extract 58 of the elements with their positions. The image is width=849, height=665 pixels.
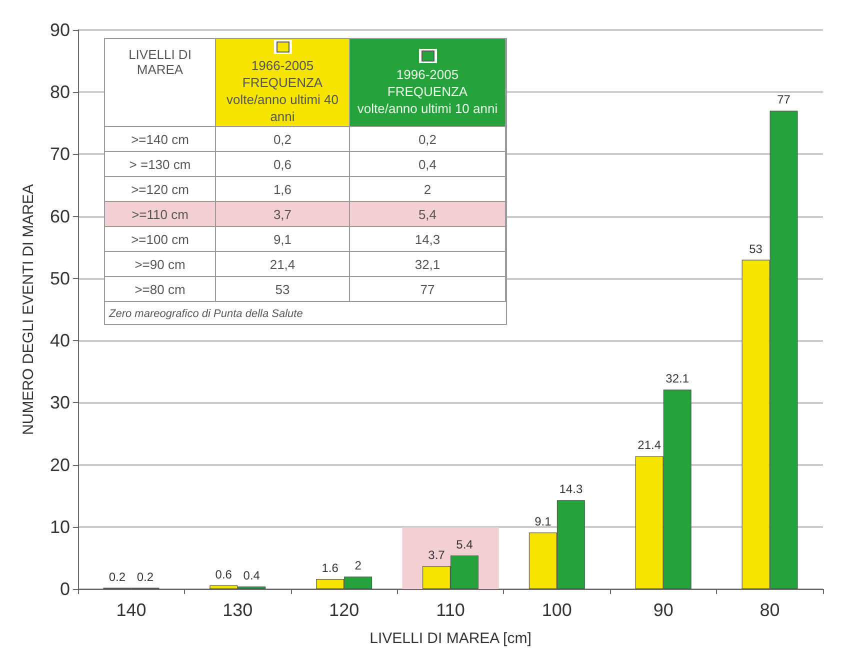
x-tick-label: 130 bbox=[222, 600, 253, 620]
data-label: 0.4 bbox=[243, 568, 260, 583]
annotation: 0,2 bbox=[215, 126, 350, 152]
annotation: 5,4 bbox=[349, 201, 506, 227]
annotation: > =130 cm bbox=[104, 151, 216, 177]
data-label: 77 bbox=[777, 92, 791, 107]
annotation: >=120 cm bbox=[104, 176, 216, 202]
y-tick-label: 20 bbox=[50, 454, 70, 475]
annotation: 0,2 bbox=[349, 126, 506, 152]
y-tick-label: 40 bbox=[50, 330, 70, 351]
annotation: >=100 cm bbox=[104, 226, 216, 252]
data-label: 0.2 bbox=[108, 570, 126, 584]
annotation: 77 bbox=[349, 276, 506, 302]
annotation: >=140 cm bbox=[104, 126, 216, 152]
x-axis-title: LIVELLI DI MAREA [cm] bbox=[370, 630, 532, 647]
annotation: >=110 cm bbox=[104, 201, 216, 227]
annotation: 3,7 bbox=[215, 201, 350, 227]
y-tick-label: 60 bbox=[50, 206, 70, 226]
x-tick-label: 140 bbox=[116, 600, 146, 620]
annotation: 1,6 bbox=[215, 176, 350, 202]
y-tick-label: 10 bbox=[50, 516, 70, 537]
data-label: 1.6 bbox=[322, 561, 339, 576]
data-label: 2 bbox=[354, 558, 362, 573]
legend-label: 1966-2005 FREQUENZA volte/anno ultimi 40 anni bbox=[225, 57, 340, 125]
legend-label: 1996-2005 FREQUENZA volte/anno ultimi 10 anni bbox=[356, 66, 499, 116]
annotation: 9,1 bbox=[215, 226, 350, 252]
data-label: 32.1 bbox=[666, 372, 690, 386]
data-label: 5.4 bbox=[456, 537, 474, 552]
x-tick-label: 110 bbox=[436, 600, 465, 620]
x-tick-label: 100 bbox=[542, 600, 572, 620]
annotation: 0,6 bbox=[215, 151, 350, 177]
annotation: >=80 cm bbox=[104, 276, 216, 302]
annotation: 53 bbox=[215, 276, 350, 302]
y-tick-label: 90 bbox=[50, 20, 70, 40]
y-tick-label: 70 bbox=[50, 144, 70, 164]
annotation: 21,4 bbox=[215, 251, 350, 277]
x-tick-label: 120 bbox=[329, 600, 360, 620]
annotation: Zero mareografico di Punta della Salute bbox=[108, 307, 304, 320]
annotation: LIVELLI DI MAREA bbox=[104, 38, 216, 127]
y-axis-title: NUMERO DEGLI EVENTI DI MAREA bbox=[20, 184, 37, 435]
annotation: 32,1 bbox=[349, 251, 506, 277]
y-tick-label: 0 bbox=[60, 579, 70, 599]
data-label: 3.7 bbox=[428, 548, 446, 562]
data-label: 0.6 bbox=[215, 567, 232, 582]
annotation: >=90 cm bbox=[104, 251, 216, 277]
y-tick-label: 50 bbox=[50, 268, 70, 288]
annotation: 14,3 bbox=[349, 226, 506, 252]
data-label: 53 bbox=[749, 242, 763, 256]
x-tick-label: 90 bbox=[653, 600, 674, 620]
annotation: 0,4 bbox=[349, 151, 506, 177]
data-label: 21.4 bbox=[638, 438, 662, 452]
data-label: 9.1 bbox=[534, 514, 552, 528]
x-tick-label: 80 bbox=[760, 600, 780, 620]
data-label: 14.3 bbox=[559, 482, 583, 496]
y-tick-label: 80 bbox=[50, 82, 70, 102]
y-tick-label: 30 bbox=[50, 392, 70, 413]
data-label: 0.2 bbox=[136, 570, 154, 584]
annotation: 2 bbox=[349, 176, 506, 202]
